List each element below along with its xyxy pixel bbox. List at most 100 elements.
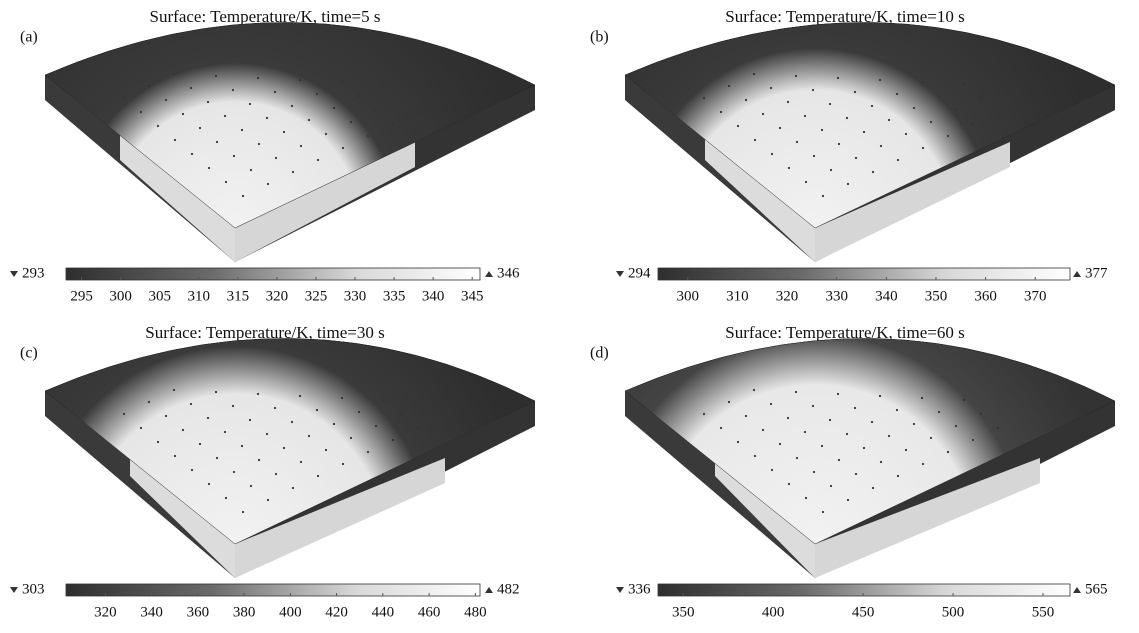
surface-dot	[316, 474, 320, 478]
surface-dot	[971, 122, 975, 126]
surface-dot	[962, 82, 966, 86]
surface-dot	[769, 402, 773, 406]
surface-dot	[719, 426, 723, 430]
max-marker	[485, 587, 493, 593]
colorbar-min: 293	[22, 265, 45, 281]
colorbar-max: 482	[497, 581, 520, 597]
surface-dot	[912, 106, 916, 110]
right-face-hot	[815, 142, 1010, 262]
surface-dot	[744, 98, 748, 102]
surface-dot	[382, 398, 386, 402]
surface-dot	[206, 100, 210, 104]
surface-dot	[753, 138, 757, 142]
surface-dot	[836, 392, 840, 396]
surface-dot	[727, 400, 731, 404]
surface-dot	[241, 510, 245, 514]
colorbar-tick-label: 330	[344, 288, 367, 304]
colorbar	[65, 267, 481, 281]
surface-dot	[181, 112, 185, 116]
surface-dot	[282, 446, 286, 450]
surface-dot	[702, 96, 706, 100]
surface-dot	[316, 158, 320, 162]
surface-dot	[291, 170, 295, 174]
surface-dot	[787, 482, 791, 486]
surface-dot	[979, 412, 983, 416]
colorbar-tick-label: 400	[279, 604, 302, 620]
surface-dot	[904, 448, 908, 452]
surface-dot	[702, 412, 706, 416]
panel-label: (d)	[590, 345, 609, 362]
colorbar-tick-label: 500	[942, 604, 965, 620]
surface-dot	[971, 438, 975, 442]
surface-dot	[190, 468, 194, 472]
surface-dot	[257, 458, 261, 462]
surface-dot	[828, 102, 832, 106]
surface-dot	[871, 486, 875, 490]
left-face	[625, 391, 815, 578]
surface-dot	[887, 118, 891, 122]
surface-dot	[282, 130, 286, 134]
surface-dot	[215, 140, 219, 144]
surface-dot	[249, 484, 253, 488]
surface-dot	[291, 486, 295, 490]
surface-dot	[198, 126, 202, 130]
colorbar-tick-label: 420	[325, 604, 348, 620]
surface-dot	[954, 424, 958, 428]
colorbar-tick-label: 300	[677, 288, 700, 304]
surface-dot	[828, 418, 832, 422]
surface-dot	[189, 86, 193, 90]
panel-label: (b)	[590, 29, 609, 46]
surface-dot	[837, 142, 841, 146]
panel: (d) Surface: Temperature/K, time=60 s 336 5…	[590, 323, 1116, 620]
surface-dot	[173, 454, 177, 458]
colorbar-tick-label: 380	[233, 604, 256, 620]
surface-dot	[122, 412, 126, 416]
min-marker	[10, 587, 18, 593]
surface-dot	[399, 412, 403, 416]
surface-dot	[736, 440, 740, 444]
panel-title: Surface: Temperature/K, time=60 s	[725, 323, 964, 342]
surface-dot	[719, 110, 723, 114]
surface-dot	[349, 120, 353, 124]
surface-dot	[871, 170, 875, 174]
surface-dot	[895, 92, 899, 96]
surface-dot	[274, 472, 278, 476]
colorbar-tick-label: 300	[109, 288, 132, 304]
colorbar-tick-label: 350	[672, 604, 695, 620]
surface-dot	[164, 414, 168, 418]
surface-dot	[879, 460, 883, 464]
surface-dot	[896, 158, 900, 162]
colorbar-tick-label: 330	[825, 288, 848, 304]
surface-dot	[904, 132, 908, 136]
surface-dot	[341, 462, 345, 466]
surface-dot	[744, 414, 748, 418]
surface-dot	[172, 388, 176, 392]
colorbar-tick-label: 310	[188, 288, 211, 304]
colorbar-tick-label: 340	[875, 288, 898, 304]
surface-dot	[139, 426, 143, 430]
surface-dot	[240, 128, 244, 132]
panel-label: (c)	[20, 345, 38, 362]
colorbar-tick-label: 320	[266, 288, 289, 304]
colorbar-min: 303	[22, 581, 45, 597]
surface-dot	[290, 420, 294, 424]
surface-dot	[912, 422, 916, 426]
surface-dot	[820, 444, 824, 448]
colorbar-tick-label: 340	[422, 288, 445, 304]
surface-dot	[937, 94, 941, 98]
surface-dot	[164, 98, 168, 102]
surface-dot	[962, 398, 966, 402]
colorbar-tick-label: 325	[305, 288, 328, 304]
surface-dot	[274, 156, 278, 160]
surface-dot	[829, 484, 833, 488]
max-marker	[1073, 587, 1081, 593]
surface-dot	[416, 426, 420, 430]
surface-dot	[946, 450, 950, 454]
colorbar	[65, 583, 481, 597]
surface-dot	[391, 122, 395, 126]
surface-dot	[769, 86, 773, 90]
surface-dot	[231, 88, 235, 92]
surface-dot	[804, 496, 808, 500]
surface-dot	[248, 102, 252, 106]
